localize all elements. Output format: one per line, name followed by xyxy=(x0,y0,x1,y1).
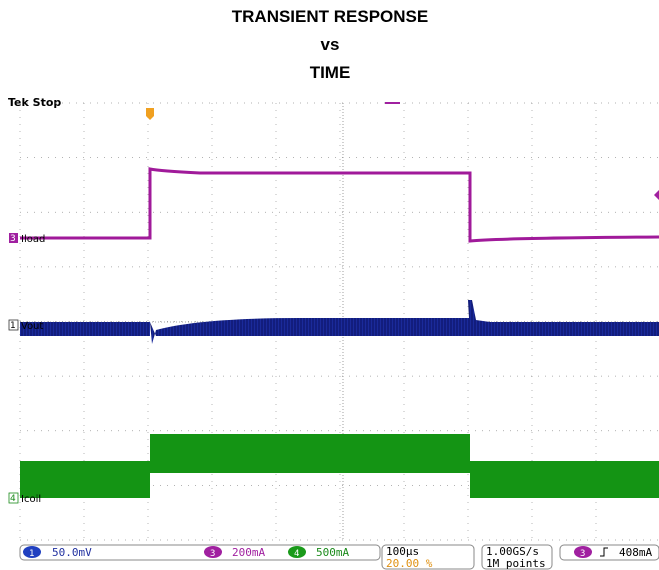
trace-marker: 3 xyxy=(10,234,16,244)
title-line: vs xyxy=(321,35,340,54)
icoil-trace xyxy=(20,434,659,498)
trace-marker: 4 xyxy=(10,494,16,504)
channel-id: 1 xyxy=(29,549,34,559)
trigger-source: 3 xyxy=(580,549,585,559)
scope-header: Tek Stop xyxy=(8,96,61,109)
timebase: 100µs xyxy=(386,545,419,558)
trigger-marker xyxy=(146,108,154,120)
iload-trace xyxy=(20,167,659,243)
channel-id: 3 xyxy=(210,549,215,559)
channel-scale: 50.0mV xyxy=(52,546,92,559)
channel-scale: 200mA xyxy=(232,546,265,559)
trace-marker: 1 xyxy=(10,321,16,331)
trace-name: Icoil xyxy=(21,494,41,505)
vout-trace xyxy=(20,300,659,344)
trigger-level: 408mA xyxy=(619,546,652,559)
trigger-position: 20.00 % xyxy=(386,557,433,570)
trace-name: Iload xyxy=(21,234,45,245)
sample-rate: 1.00GS/s xyxy=(486,545,539,558)
channel-scale: 500mA xyxy=(316,546,349,559)
trace-label: 3 Iload xyxy=(9,233,45,245)
trace-name: Vout xyxy=(21,321,44,332)
channel-id: 4 xyxy=(294,549,299,559)
status-bar: 1 50.0mV 3 200mA 4 500mA 100µs 20.00 % 1… xyxy=(19,544,659,570)
record-length: 1M points xyxy=(486,557,546,570)
title-line: TIME xyxy=(310,63,351,82)
trace-label: 4 Icoil xyxy=(8,492,41,505)
offscreen-marker xyxy=(654,190,659,200)
trace-label: 1 Vout xyxy=(8,319,44,332)
title-line: TRANSIENT RESPONSE xyxy=(232,7,428,26)
